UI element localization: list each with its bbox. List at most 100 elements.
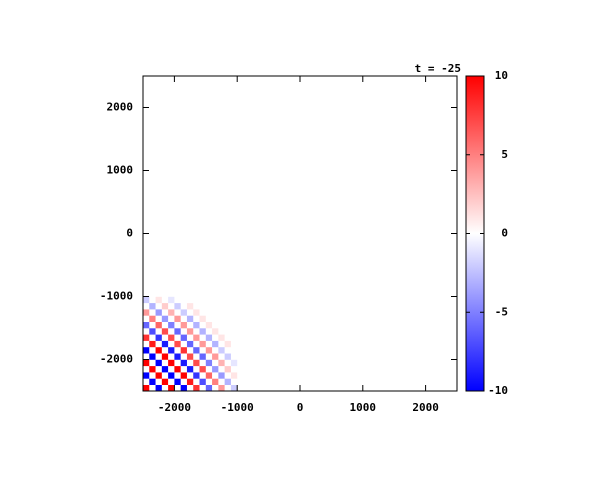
y-tick-label: 2000 <box>107 101 134 114</box>
heatmap-cell <box>193 340 200 348</box>
heatmap-cell <box>149 309 156 316</box>
heatmap-cell <box>155 334 163 341</box>
heatmap-cell <box>199 372 207 379</box>
heatmap-cell <box>218 346 225 354</box>
heatmap-cell <box>186 321 194 329</box>
heatmap-cell <box>237 372 244 379</box>
heatmap-cell <box>174 372 181 379</box>
heatmap-cell <box>180 315 188 322</box>
heatmap-cell <box>155 365 163 373</box>
heatmap-cell <box>180 384 188 392</box>
heatmap-cell <box>205 309 213 316</box>
heatmap-cell <box>168 321 175 329</box>
heatmap-cell <box>205 359 213 367</box>
heatmap-cell <box>186 378 194 385</box>
heatmap-cell <box>143 302 150 310</box>
heatmap-cell <box>168 378 175 385</box>
heatmap-cell <box>237 296 244 304</box>
colorbar-tick-label: 10 <box>495 69 508 82</box>
heatmap-cell <box>205 321 213 329</box>
heatmap-cell <box>168 315 175 322</box>
heatmap-cell <box>205 328 213 335</box>
heatmap-cell <box>205 365 213 373</box>
heatmap-cell <box>149 346 156 354</box>
heatmap-cell <box>205 384 213 392</box>
heatmap-cell <box>149 353 156 360</box>
heatmap-cell <box>174 321 181 329</box>
heatmap-cell <box>193 372 200 379</box>
heatmap-cell <box>174 359 181 367</box>
heatmap-cell <box>193 315 200 322</box>
heatmap-cell <box>224 309 232 316</box>
heatmap-cell <box>199 346 207 354</box>
heatmap-cell <box>237 315 244 322</box>
heatmap-cell <box>186 365 194 373</box>
heatmap-cell <box>224 353 232 360</box>
y-tick-label: -2000 <box>100 353 133 366</box>
heatmap-cell <box>224 340 232 348</box>
heatmap-cell <box>186 384 194 392</box>
heatmap-cell <box>237 384 244 392</box>
heatmap-cell <box>143 346 150 354</box>
heatmap-cell <box>155 328 163 335</box>
heatmap-cell <box>143 309 150 316</box>
heatmap-cell <box>218 365 225 373</box>
heatmap-cell <box>168 296 175 304</box>
heatmap-cell <box>230 340 238 348</box>
heatmap-cell <box>212 372 219 379</box>
heatmap-cell <box>155 372 163 379</box>
heatmap-cell <box>143 290 150 297</box>
heatmap-cell <box>237 346 244 354</box>
heatmap-cell <box>230 372 238 379</box>
heatmap-cell <box>161 346 169 354</box>
heatmap-cell <box>161 334 169 341</box>
heatmap-cell <box>168 359 175 367</box>
heatmap-cell <box>199 353 207 360</box>
colorbar-tick-label: -5 <box>495 305 508 318</box>
heatmap-cell <box>224 372 232 379</box>
heatmap-cell <box>230 328 238 335</box>
heatmap-cell <box>212 346 219 354</box>
heatmap-cell <box>212 321 219 329</box>
heatmap-cell <box>237 328 244 335</box>
heatmap-cell <box>155 296 163 304</box>
heatmap-cell <box>193 384 200 392</box>
heatmap-cell <box>237 378 244 385</box>
heatmap-cell <box>205 372 213 379</box>
heatmap-cell <box>230 302 238 310</box>
heatmap-cell <box>237 290 244 297</box>
heatmap-cell <box>149 359 156 367</box>
heatmap-cell <box>161 296 169 304</box>
heatmap-cell <box>149 290 156 297</box>
heatmap-cell <box>199 321 207 329</box>
heatmap-cell <box>224 359 232 367</box>
heatmap-cell <box>155 346 163 354</box>
heatmap-cell <box>149 372 156 379</box>
heatmap-cell <box>180 359 188 367</box>
heatmap-cell <box>212 328 219 335</box>
heatmap-cell <box>193 296 200 304</box>
heatmap-cell <box>168 334 175 341</box>
heatmap-cell <box>199 340 207 348</box>
heatmap-cell <box>180 346 188 354</box>
heatmap-cell <box>186 340 194 348</box>
heatmap-cell <box>155 340 163 348</box>
heatmap-cell <box>205 340 213 348</box>
heatmap-cell <box>224 328 232 335</box>
heatmap-cell <box>224 346 232 354</box>
heatmap-cell <box>143 359 150 367</box>
heatmap-cell <box>218 384 225 392</box>
heatmap-cell <box>149 340 156 348</box>
heatmap-cell <box>161 359 169 367</box>
heatmap-cell <box>174 346 181 354</box>
heatmap-cell <box>199 384 207 392</box>
heatmap-cell <box>143 321 150 329</box>
heatmap-cell <box>193 353 200 360</box>
y-tick-label: 1000 <box>107 164 134 177</box>
heatmap-cell <box>180 340 188 348</box>
heatmap-cell <box>168 290 175 297</box>
heatmap-cell <box>230 321 238 329</box>
heatmap-cell <box>180 302 188 310</box>
heatmap-cell <box>199 309 207 316</box>
heatmap-cell <box>186 302 194 310</box>
